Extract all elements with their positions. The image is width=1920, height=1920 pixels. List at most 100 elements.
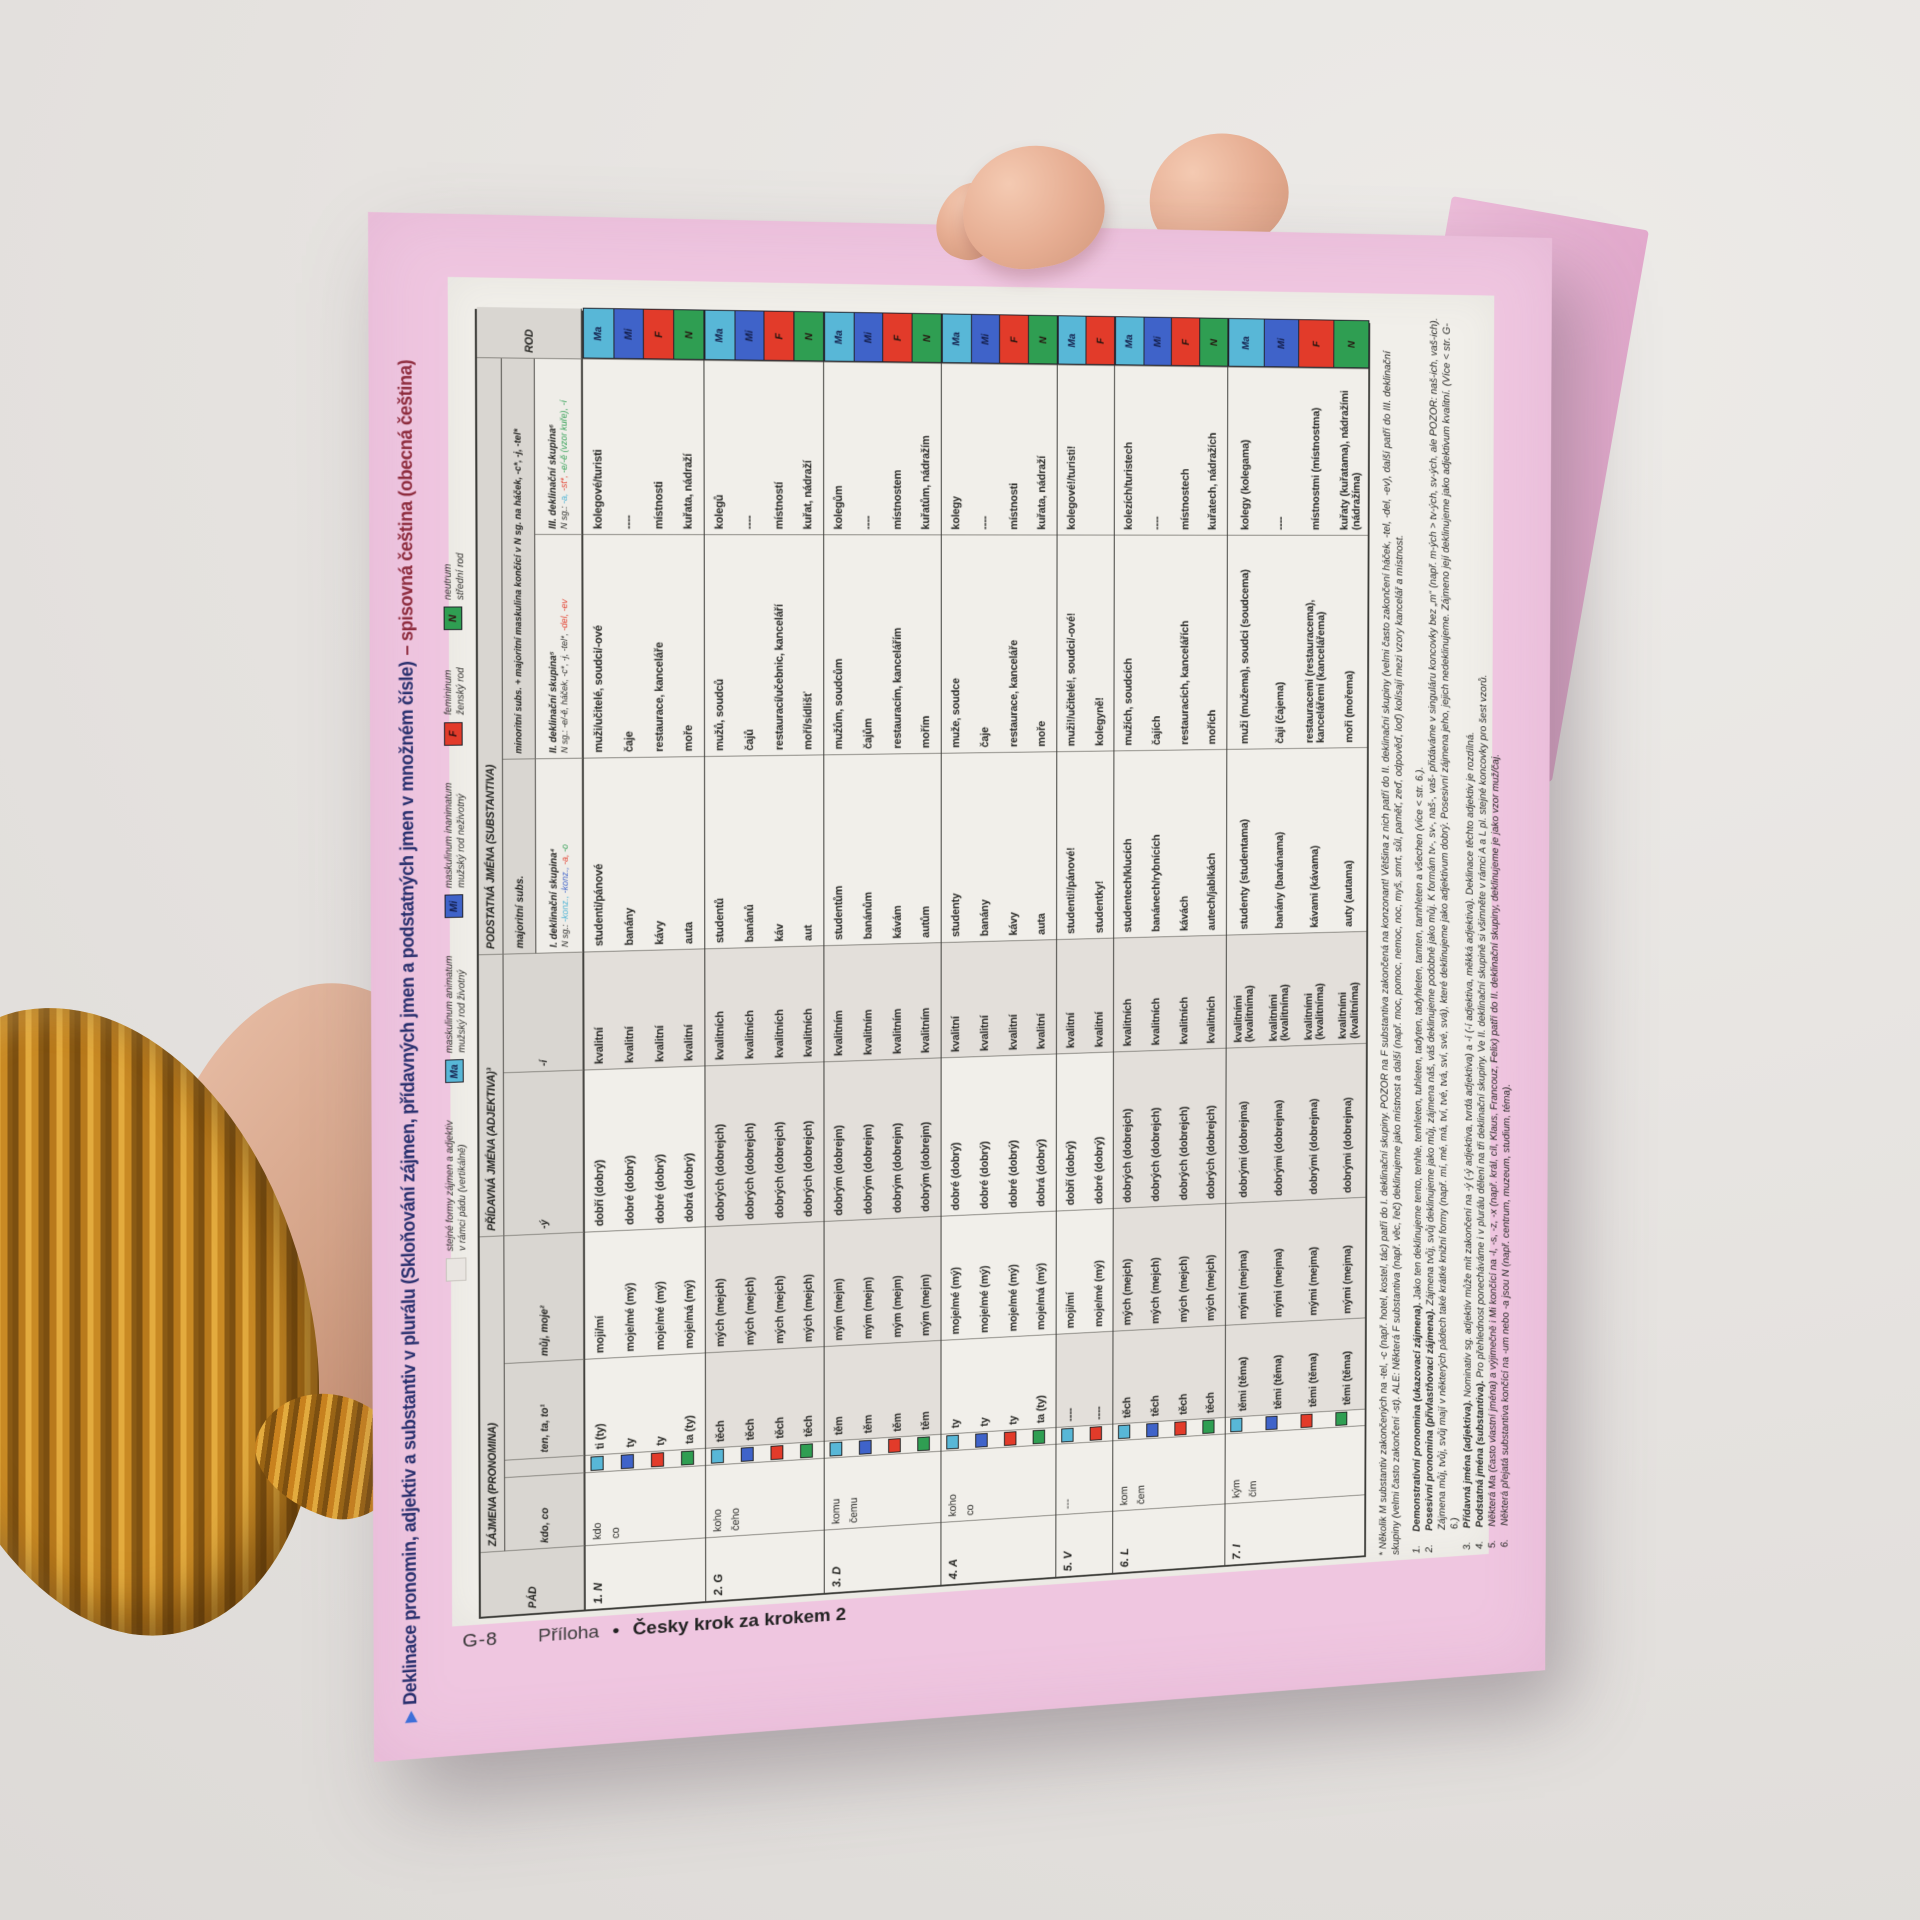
gender-badge-f [1089,1426,1102,1441]
form-entry: kvalitním [920,1007,933,1054]
form-entry: dobří (dobrý) [594,1159,607,1227]
gender-badge-slot [1057,1426,1085,1443]
form-entry: kvalitních [803,1008,816,1058]
form-entry: kávám [891,905,904,939]
same-forms-swatch-icon [445,1257,467,1282]
col-s2-cell: mužům, soudcům čajům restauracím, kancelář… [824,535,942,756]
form-entry: kolegů [713,494,726,530]
gender-badge-slot [970,1431,999,1449]
col-ten-cell: ti (ty) ty ty ta (ty) [585,1353,706,1456]
col-adj_i-cell: kvalitními (kvalitníma) kvalitními (kvali… [1226,931,1367,1049]
footnote-number: 4. [1474,1540,1486,1550]
col-adj_i-cell: kvalitních kvalitních kvalitních kvalitních [705,946,824,1067]
gender-badge-slot [1330,1410,1365,1428]
gender-badge-slot [736,1445,765,1463]
question-word: kom [1119,1485,1131,1506]
form-entry: čaje [623,731,636,753]
gender-badge-slot [616,1452,646,1470]
header-adj-y: -ý [504,1070,585,1237]
form-entry: kvalitních [1150,997,1163,1046]
form-entry: banánech/rybnících [1150,834,1163,932]
form-entry: kuřatech, nádražích [1207,432,1220,531]
col-adj_y-cell: dobrých (dobrejch) dobrých (dobrejch) dobr… [705,1062,824,1228]
col-muj-cell: mými (mejma) mými (mejma) mými (mejma) mými… [1226,1197,1366,1326]
form-entry: kvalitními (kvalitníma) [1337,982,1361,1040]
gender-badge-ma [711,1448,725,1464]
form-entry: studentech/klucích [1122,838,1135,933]
form-entry: muži!/učitelé!, soudci/-ové! [1065,612,1078,747]
footnote-number: 2. [1423,1543,1435,1554]
header-skupina-2-endings: N sg.: -e/-ě, háček, -c*, -j, -tel*, -de… [559,540,570,753]
ending-segment: -e/-ě (vzor kuře), [558,407,570,476]
rod-column: Ma Mi F N [1228,318,1370,370]
rod-badge-ma: Ma [823,311,855,363]
form-entry: banány (banánama) [1274,831,1286,929]
footnote-text: Některá přejatá substantiva končící na -… [1499,1083,1513,1527]
form-entry: ti (ty) [594,1423,607,1450]
form-entry: kvalitních [714,1011,727,1061]
col-s3-cell: kolegy ---- místnosti kuřata, nádraží [942,363,1058,536]
legend-item-same-forms: stejné formy zájmen a adjektiv v rámci pá… [444,1120,470,1282]
form-entry: kuřata, nádraží [682,453,696,530]
gender-badge-mi [1265,1415,1278,1431]
form-entry: těmi (těma) [1342,1350,1354,1406]
form-entry: banány [979,899,991,937]
col-s1-cell: studenti/pánové banány kávy auta [584,756,705,953]
rod-badge-f: F [882,312,913,364]
question-word: co [964,1504,977,1516]
form-entry: těch [1150,1395,1162,1417]
form-entry: restauracích, kancelářích [1179,620,1191,745]
form-entry: káv [773,923,786,942]
form-entry: kuřatům, nádražím [920,435,933,530]
col-s1-cell: studenty (studentama) banány (banánama) ká… [1227,747,1368,936]
col-s2-cell: mužích, soudcích čajích restauracích, kanc… [1114,535,1228,752]
form-entry: dobrými (dobrejma) [1273,1099,1285,1197]
form-entry: kvalitní [623,1026,637,1064]
form-entry: banánům [862,891,875,940]
form-entry: mých (mejch) [1150,1257,1162,1325]
form-entry: kvalitních [744,1010,757,1060]
form-entry: auta [683,921,696,945]
col-s3-cell: kolegové!/turisti! [1057,365,1115,536]
form-entry: čaji (čajema) [1274,681,1287,744]
form-entry: moje/mé (mý) [979,1265,991,1334]
gender-badge-n: N [443,606,463,631]
gender-badge-ma [1118,1424,1131,1440]
rotated-table-area: ▶ Deklinace pronomin, adjektiv a substan… [379,292,1512,1742]
form-entry: mužů, soudců [714,678,727,752]
gender-badge-f [888,1438,901,1454]
question-words-cell: kdo co [585,1465,706,1547]
col-s2-cell: muži (mužema), soudci (soudcema) čaji (ča… [1227,535,1369,750]
col-adj_y-cell: dobré (dobrý) dobré (dobrý) dobré (dobrý) d… [941,1054,1057,1217]
gender-badge-slot [1296,1412,1331,1430]
gender-badge-slot [825,1440,854,1458]
case-label: 6. L [1118,1547,1132,1568]
form-entry: těch [744,1418,757,1441]
form-entry: dobrých (dobrejch) [773,1121,786,1219]
col-adj_i-cell: kvalitní kvalitní [1057,938,1114,1055]
form-entry: mužům, soudcům [833,658,846,750]
col-ten-cell: ty ty ty ta (ty) [941,1334,1056,1435]
form-entry: studenti/pánové [593,863,606,947]
footnote-text: Posesivní pronomina (přivlastňovací zájm… [1423,317,1460,1532]
form-entry: dobrých (dobrejch) [1206,1105,1218,1200]
form-entry: ---- [1065,1407,1077,1422]
form-entry: kvalitní [1093,1011,1106,1048]
form-entry: mých (mejch) [744,1276,757,1346]
case-group-1N: 1. N kdo co ti (ty) ty ty ta (ty) moji/mí moje/m… [582,308,706,1610]
col-s2-cell: muži/učitelé, soudci/-ové čaje restaurace,… [583,534,705,759]
form-entry: ---- [622,515,636,530]
form-entry: kvalitních [773,1009,786,1059]
form-entry: dobré (dobrý) [1007,1139,1020,1209]
gender-badge-f [1174,1421,1187,1436]
col-s2-cell: muži!/učitelé!, soudci/-ové! kolegyně! [1057,535,1115,753]
question-words-cell: kým čím [1225,1425,1365,1505]
form-entry: kuřat, nádraží [802,460,815,530]
form-entry [1086,370,1114,529]
form-entry: dobrými (dobrejma) [1342,1097,1355,1194]
rod-badge-ma: Ma [582,308,615,360]
ending-segment: N sg.: [558,506,570,530]
rod-column: Ma Mi F N [941,313,1058,366]
